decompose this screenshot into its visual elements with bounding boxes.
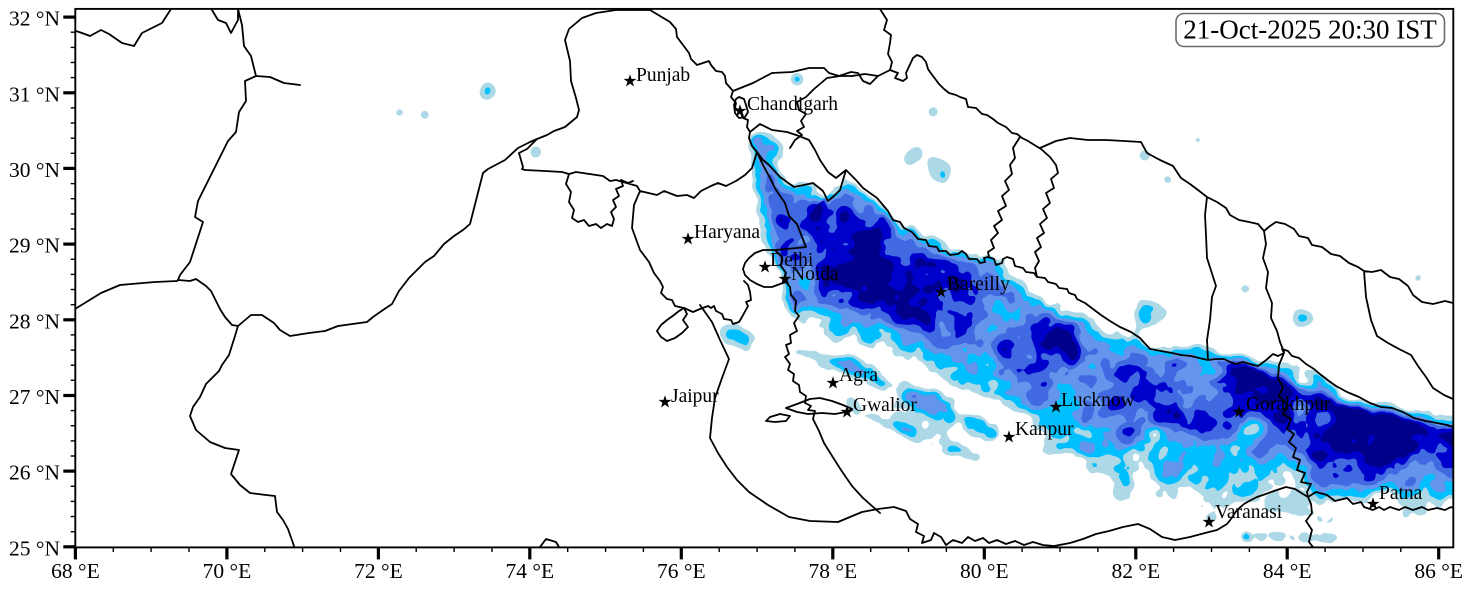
svg-text:74 °E: 74 °E — [505, 559, 554, 583]
svg-text:Agra: Agra — [839, 365, 878, 386]
svg-text:Gwalior: Gwalior — [853, 395, 917, 416]
svg-text:80 °E: 80 °E — [960, 559, 1009, 583]
svg-text:29 °N: 29 °N — [9, 234, 60, 258]
svg-text:Delhi: Delhi — [770, 250, 814, 271]
svg-text:30 °N: 30 °N — [9, 158, 60, 182]
svg-text:84 °E: 84 °E — [1263, 559, 1312, 583]
svg-text:70 °E: 70 °E — [203, 559, 252, 583]
svg-text:25 °N: 25 °N — [9, 536, 60, 560]
svg-text:Noida: Noida — [791, 264, 839, 285]
svg-text:Varanasi: Varanasi — [1215, 502, 1283, 523]
svg-text:Kanpur: Kanpur — [1015, 419, 1074, 440]
svg-text:Jaipur: Jaipur — [671, 386, 719, 407]
svg-text:Bareilly: Bareilly — [947, 274, 1010, 295]
svg-text:26 °N: 26 °N — [9, 461, 60, 485]
svg-text:Haryana: Haryana — [694, 222, 760, 243]
svg-text:Punjab: Punjab — [636, 65, 690, 86]
svg-text:82 °E: 82 °E — [1111, 559, 1160, 583]
svg-text:Lucknow: Lucknow — [1061, 390, 1135, 411]
svg-text:68 °E: 68 °E — [51, 559, 100, 583]
svg-text:Chandigarh: Chandigarh — [747, 94, 838, 115]
svg-text:86 °E: 86 °E — [1414, 559, 1463, 583]
svg-text:78 °E: 78 °E — [808, 559, 857, 583]
svg-text:27 °N: 27 °N — [9, 385, 60, 409]
svg-text:76 °E: 76 °E — [657, 559, 706, 583]
svg-text:72 °E: 72 °E — [354, 559, 403, 583]
svg-text:Gorakhpur: Gorakhpur — [1246, 394, 1331, 415]
svg-text:32 °N: 32 °N — [9, 7, 60, 31]
svg-text:Patna: Patna — [1379, 483, 1423, 504]
svg-text:21-Oct-2025 20:30 IST: 21-Oct-2025 20:30 IST — [1183, 15, 1437, 45]
svg-text:28 °N: 28 °N — [9, 309, 60, 333]
svg-text:31 °N: 31 °N — [9, 82, 60, 106]
